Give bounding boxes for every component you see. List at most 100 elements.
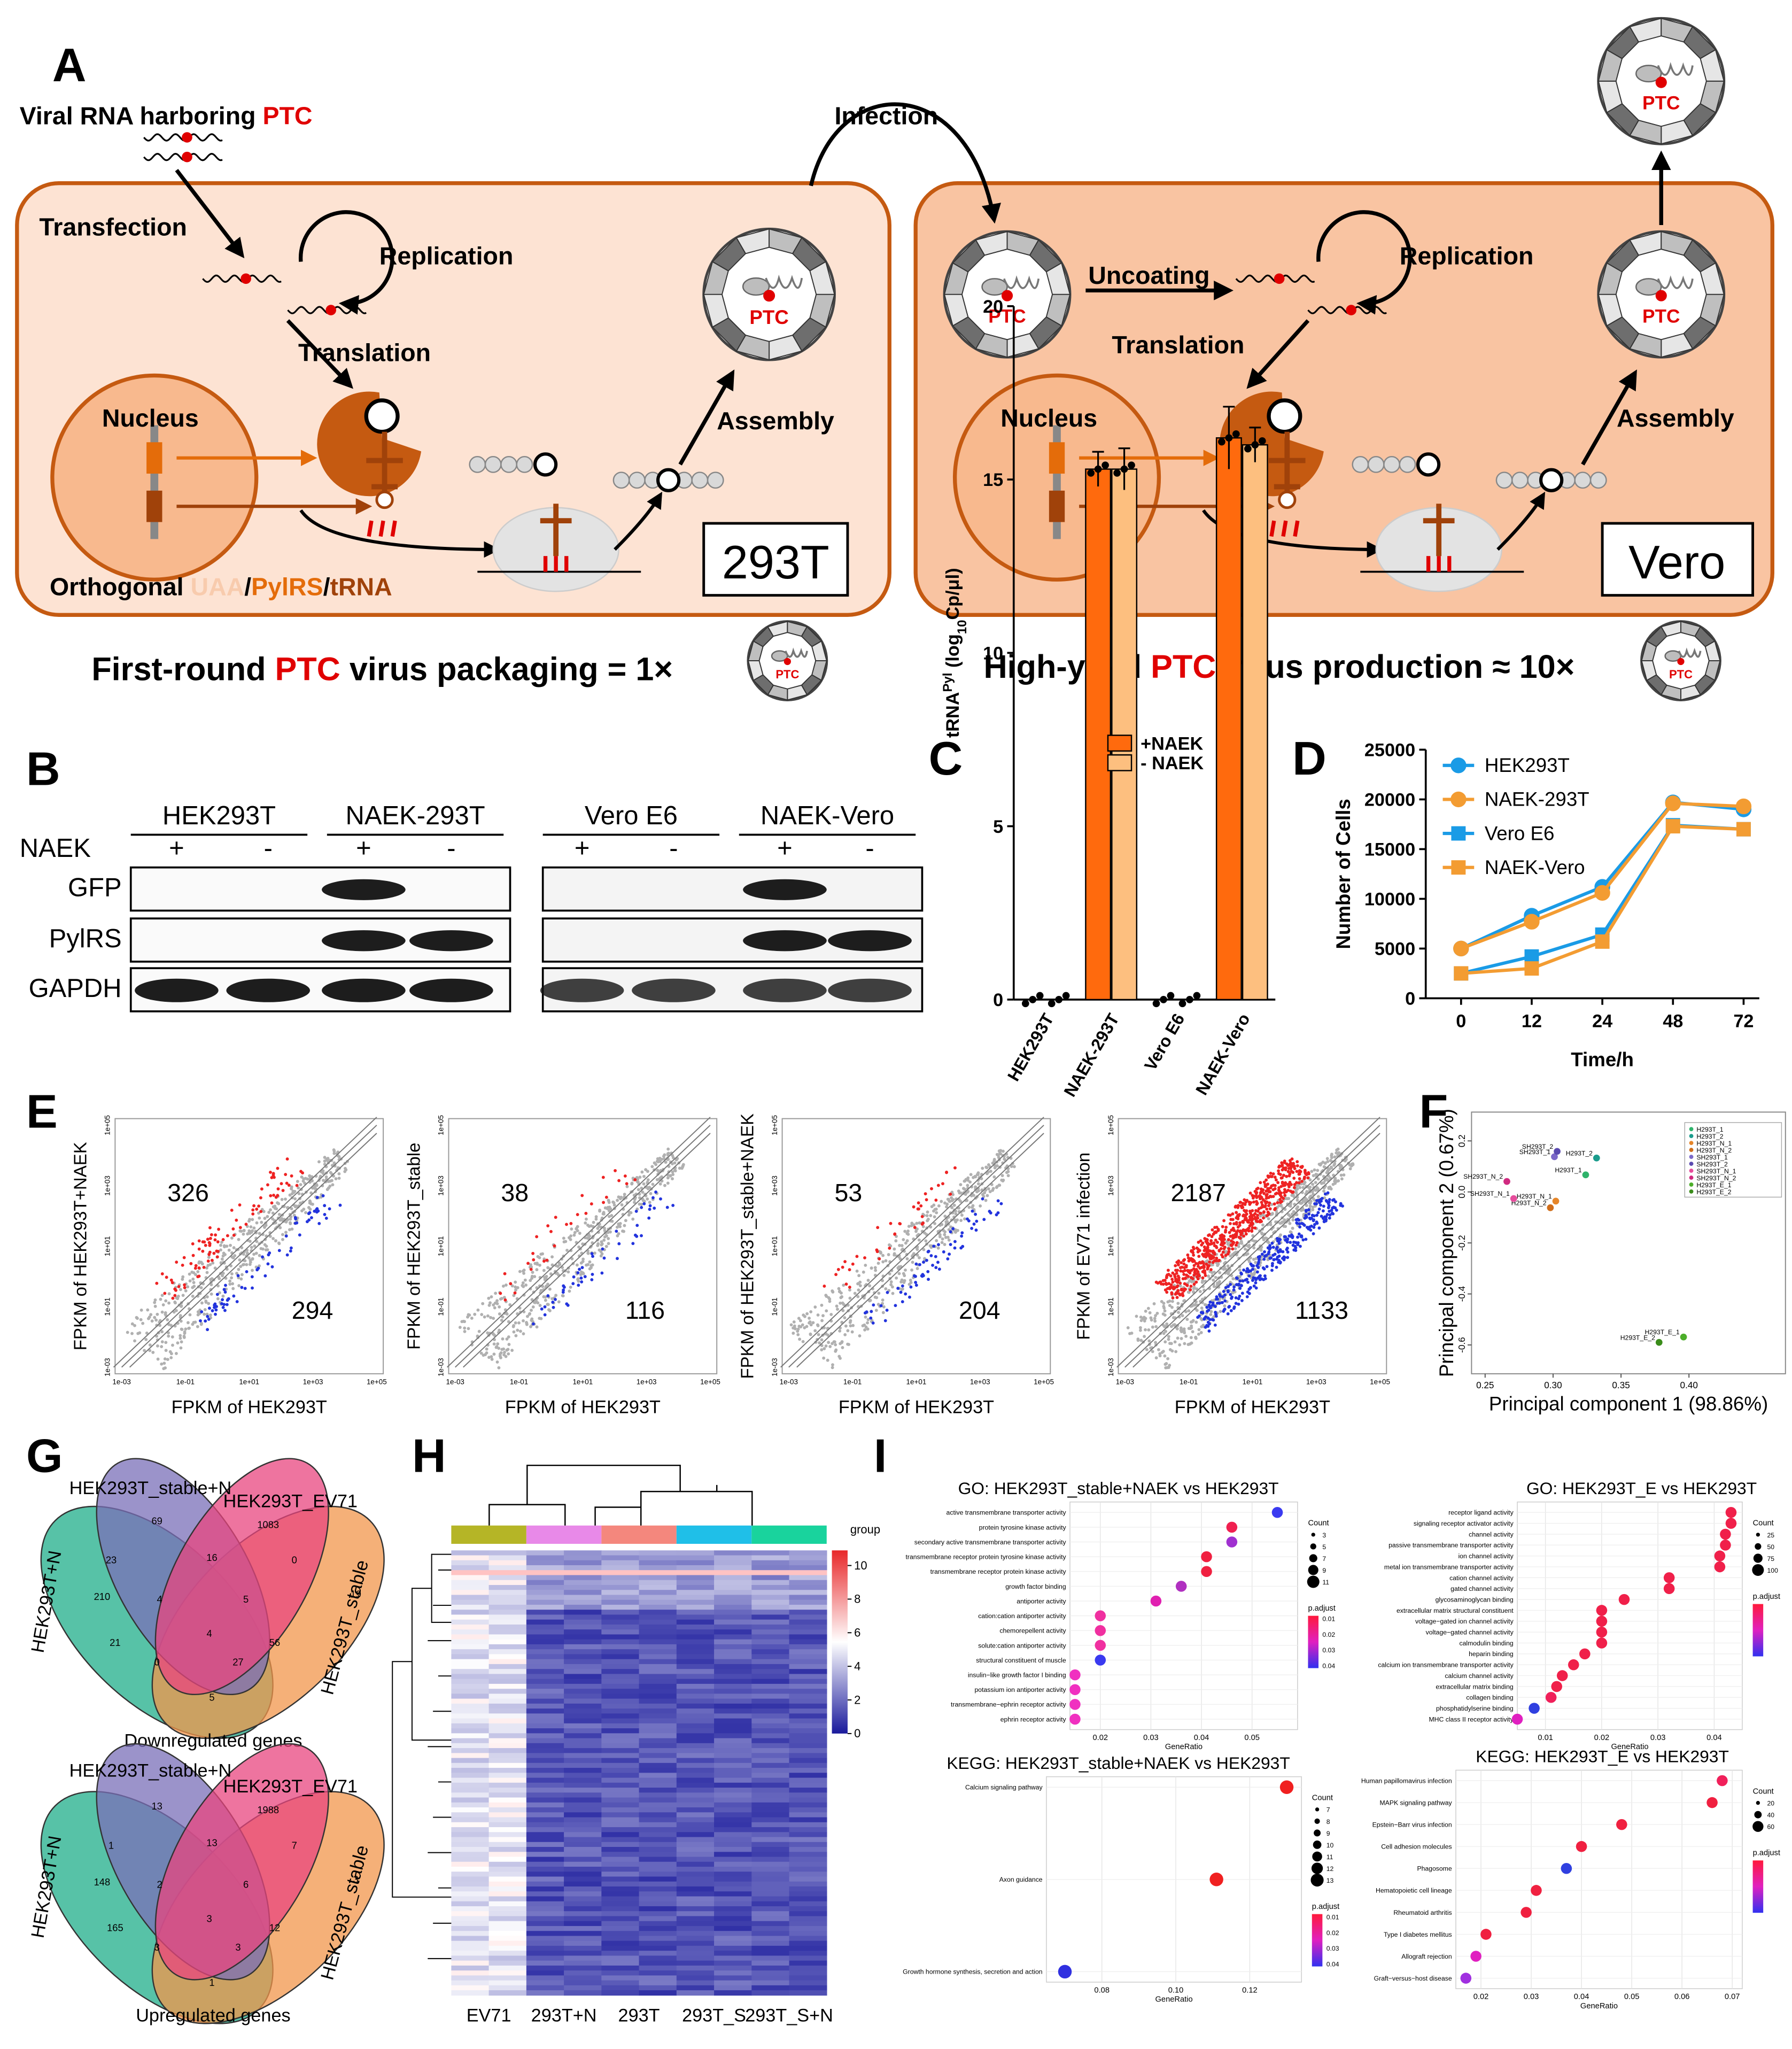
heat-cell [639, 1550, 677, 1556]
scatter-point [591, 1255, 594, 1258]
scatter-point [1267, 1188, 1270, 1192]
heat-cell [789, 1861, 827, 1867]
scatter-point [601, 1176, 605, 1179]
scatter-point [214, 1233, 218, 1237]
scatter-point [269, 1171, 272, 1174]
heat-cell [601, 1901, 640, 1907]
scatter-point [276, 1194, 280, 1197]
scatter-point [659, 1197, 662, 1201]
heat-cell [751, 1669, 790, 1675]
venn-count: 4 [206, 1628, 212, 1639]
scatter-point [1323, 1179, 1327, 1182]
heat-cell [488, 1911, 527, 1917]
x-tick-label: 1e+05 [1370, 1378, 1390, 1386]
scatter-point [966, 1176, 970, 1180]
scatter-point [1312, 1218, 1315, 1221]
scatter-point [673, 1161, 677, 1165]
scatter-point [651, 1182, 655, 1186]
scatter-point [960, 1213, 964, 1217]
scatter-point [191, 1277, 195, 1281]
scatter-point [197, 1274, 201, 1278]
scatter-point [831, 1363, 834, 1366]
scatter-point [1262, 1192, 1266, 1195]
scatter-point [894, 1304, 897, 1308]
scatter-point [846, 1342, 850, 1346]
heat-cell [714, 1916, 753, 1922]
scatter-point [176, 1294, 180, 1298]
heat-cell [601, 1931, 640, 1937]
scatter-point [495, 1345, 499, 1349]
heat-cell [714, 1951, 753, 1957]
heat-cell [564, 1777, 602, 1783]
scatter-point [160, 1310, 164, 1314]
scatter-point [1189, 1285, 1193, 1288]
scatter-point [1266, 1182, 1269, 1186]
scatter-point [1218, 1271, 1222, 1274]
heat-cell [526, 1960, 564, 1966]
scatter-point [1220, 1233, 1224, 1237]
heat-cell [451, 1985, 490, 1991]
heat-cell [601, 1703, 640, 1709]
heat-cell [451, 1842, 490, 1847]
scatter-point [583, 1275, 587, 1279]
scatter-point [604, 1195, 608, 1199]
scatter-point [633, 1197, 637, 1201]
gene-pylrs [146, 442, 162, 474]
diagonal [129, 1133, 377, 1368]
scatter-point [1333, 1155, 1337, 1159]
scatter-point [183, 1286, 187, 1289]
heat-cell [451, 1847, 490, 1852]
heat-cell [451, 1753, 490, 1759]
scatter-point [138, 1331, 142, 1335]
scatter-point [1221, 1225, 1224, 1228]
heat-cell [676, 1960, 715, 1966]
point-label: SH293T_N_2 [1463, 1173, 1503, 1180]
heat-cell [751, 1768, 790, 1774]
scatter-point [909, 1278, 912, 1282]
scatter-point [270, 1176, 274, 1179]
scatter-point [575, 1263, 579, 1267]
heat-cell [601, 1768, 640, 1774]
scatter-point [1189, 1336, 1193, 1340]
scatter-point [1296, 1235, 1299, 1239]
heat-cell [714, 1872, 753, 1877]
scatter-point [1230, 1228, 1234, 1232]
heat-cell [601, 1960, 640, 1966]
heat-cell [789, 1926, 827, 1931]
heat-cell [451, 1649, 490, 1655]
scatter-point [1331, 1206, 1335, 1210]
heat-cell [639, 1728, 677, 1734]
scatter-point [1005, 1171, 1009, 1174]
scatter-point [1226, 1312, 1230, 1316]
scatter-point [918, 1263, 921, 1266]
capsid-segment [1700, 49, 1725, 82]
scatter-point [971, 1204, 975, 1208]
scatter-point [992, 1159, 996, 1163]
heat-cell [526, 1698, 564, 1704]
scatter-point [216, 1297, 220, 1301]
scatter-point [1292, 1186, 1296, 1189]
heat-cell [564, 1614, 602, 1620]
scatter-point [225, 1303, 229, 1306]
scatter-point [635, 1180, 639, 1184]
scatter-point [470, 1317, 474, 1320]
scatter-point [1317, 1162, 1321, 1166]
heat-cell [714, 1886, 753, 1892]
replicate-dot [1087, 469, 1095, 477]
blot-band [135, 978, 219, 1002]
heat-cell [639, 1951, 677, 1957]
dot [1271, 1506, 1283, 1518]
scatter-point [602, 1239, 606, 1242]
scatter-point [1202, 1266, 1206, 1270]
scatter-point [789, 1323, 793, 1327]
heat-cell [526, 1827, 564, 1833]
heat-cell [564, 1817, 602, 1823]
heat-cell [714, 1847, 753, 1852]
scatter-point [876, 1262, 880, 1265]
heat-cell [676, 1644, 715, 1650]
y-tick-label: 5000 [1375, 939, 1415, 960]
scatter-point [1232, 1306, 1236, 1310]
scatter-point [1284, 1197, 1287, 1201]
scatter-point [1271, 1246, 1275, 1249]
heat-cell [601, 1792, 640, 1798]
